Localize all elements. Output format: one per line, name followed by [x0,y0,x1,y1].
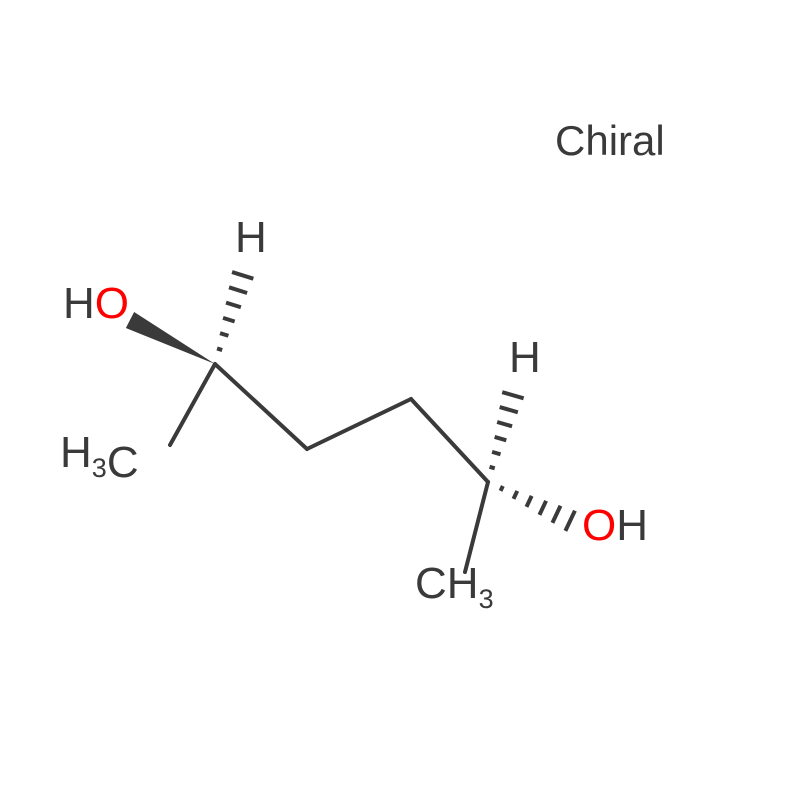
atom-label: HO [63,279,129,328]
atom-label: H [235,213,267,262]
atom-label: OH [582,501,648,550]
atom-label: H [509,333,541,382]
chiral-label: Chiral [555,117,665,164]
